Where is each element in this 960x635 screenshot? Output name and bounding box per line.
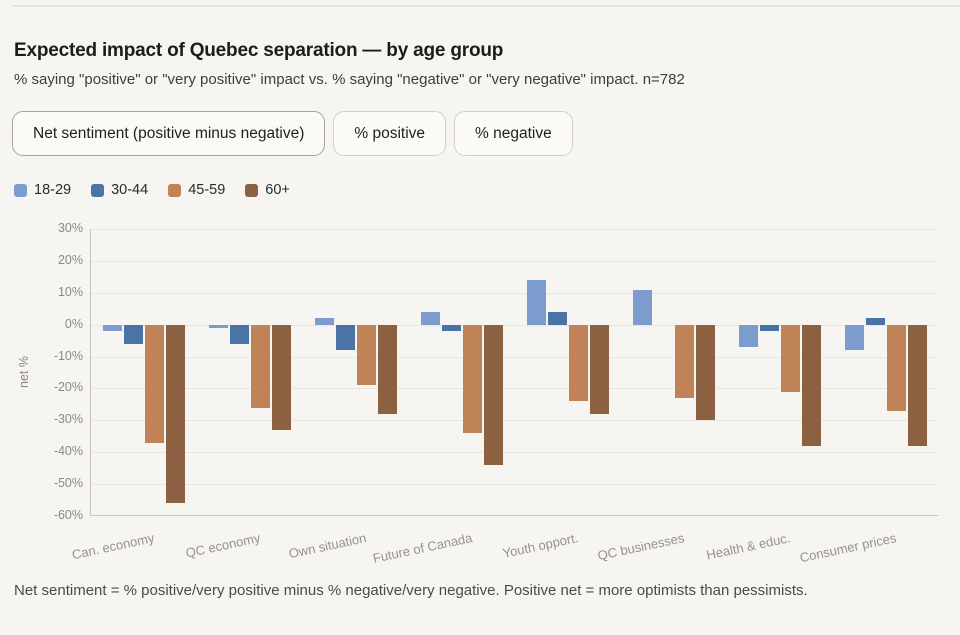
gridline	[91, 388, 938, 390]
bar-18-29-QC economy[interactable]	[209, 324, 228, 328]
legend-swatch-icon	[91, 183, 105, 197]
legend-swatch-icon	[168, 183, 182, 197]
gridline	[91, 260, 938, 262]
gridline	[91, 484, 938, 486]
legend-item-30-44[interactable]: 30-44	[91, 182, 148, 198]
legend-label: 30-44	[111, 182, 149, 198]
y-axis-title: net %	[17, 356, 31, 389]
bar-45-59-Future of Canada[interactable]	[463, 324, 482, 434]
y-tick-label: 0%	[64, 316, 83, 331]
bar-45-59-QC businesses[interactable]	[675, 324, 694, 398]
y-tick-label: -40%	[53, 444, 83, 459]
bar-30-44-Own situation[interactable]	[336, 324, 355, 351]
bar-60+-Youth opport.[interactable]	[590, 324, 609, 414]
bar-18-29-Own situation[interactable]	[315, 318, 334, 325]
gridline	[91, 420, 938, 422]
legend-label: 18-29	[34, 182, 72, 198]
chart-subtitle: % saying "positive" or "very positive" i…	[14, 71, 685, 88]
y-tick-label: 20%	[57, 252, 83, 267]
legend-label: 45-59	[188, 182, 226, 198]
bar-60+-Future of Canada[interactable]	[484, 324, 503, 465]
bar-60+-Consumer prices[interactable]	[908, 324, 927, 446]
bar-60+-QC economy[interactable]	[272, 324, 291, 430]
legend-label: 60+	[265, 182, 290, 198]
bar-45-59-QC economy[interactable]	[251, 324, 270, 408]
bar-60+-Health & educ.[interactable]	[802, 324, 821, 446]
legend-swatch-icon	[14, 183, 27, 197]
legend-item-45-59[interactable]: 45-59	[168, 182, 225, 198]
y-tick-label: 30%	[57, 221, 83, 235]
bar-45-59-Can. economy[interactable]	[145, 324, 164, 443]
bar-45-59-Consumer prices[interactable]	[887, 324, 906, 411]
bar-18-29-Consumer prices[interactable]	[845, 324, 864, 351]
legend-swatch-icon	[245, 183, 259, 197]
top-divider	[12, 5, 960, 7]
bar-18-29-Future of Canada[interactable]	[421, 311, 440, 325]
y-tick-label: -30%	[53, 412, 83, 427]
bar-30-44-Can. economy[interactable]	[124, 324, 143, 344]
y-tick-label: -50%	[53, 476, 83, 491]
gridline	[91, 292, 938, 294]
bar-45-59-Youth opport.[interactable]	[569, 324, 588, 402]
bar-18-29-QC businesses[interactable]	[633, 289, 652, 325]
header: Expected impact of Quebec separation — b…	[14, 40, 685, 88]
legend-item-60plus[interactable]: 60+	[245, 182, 290, 198]
bar-60+-Own situation[interactable]	[378, 324, 397, 414]
bar-18-29-Youth opport.[interactable]	[527, 280, 546, 325]
gridline	[91, 452, 938, 454]
bar-45-59-Own situation[interactable]	[357, 324, 376, 386]
gridline	[91, 324, 938, 326]
gridline	[91, 356, 938, 358]
bar-30-44-Consumer prices[interactable]	[866, 318, 885, 325]
y-tick-label: -60%	[53, 508, 83, 522]
view-toggle-toolbar: Net sentiment (positive minus negative) …	[12, 111, 573, 156]
y-tick-label: -10%	[53, 348, 83, 363]
plot-area: 30% 20% 10% 0% -10% -20% -30% -40% -50% -60% Can. …	[54, 221, 938, 566]
bar-30-44-Health & educ.[interactable]	[760, 324, 779, 332]
y-tick-label: -20%	[53, 380, 83, 395]
bar-18-29-Can. economy[interactable]	[103, 324, 122, 332]
bar-45-59-Health & educ.[interactable]	[781, 324, 800, 392]
bar-30-44-Youth opport.[interactable]	[548, 311, 567, 325]
y-tick-label: 10%	[57, 284, 83, 299]
bar-30-44-Future of Canada[interactable]	[442, 324, 461, 332]
bar-30-44-QC economy[interactable]	[230, 324, 249, 344]
percent-negative-button[interactable]: % negative	[454, 111, 573, 156]
legend: 18-29 30-44 45-59 60+	[14, 182, 290, 198]
bar-60+-QC businesses[interactable]	[696, 324, 715, 421]
footnote: Net sentiment = % positive/very positive…	[14, 582, 808, 599]
chart-title: Expected impact of Quebec separation — b…	[14, 40, 504, 61]
percent-positive-button[interactable]: % positive	[333, 111, 447, 156]
legend-item-18-29[interactable]: 18-29	[14, 182, 71, 198]
gridline	[91, 229, 938, 230]
bar-60+-Can. economy[interactable]	[166, 324, 185, 504]
net-sentiment-button[interactable]: Net sentiment (positive minus negative)	[12, 111, 326, 156]
bar-18-29-Health & educ.[interactable]	[739, 324, 758, 347]
